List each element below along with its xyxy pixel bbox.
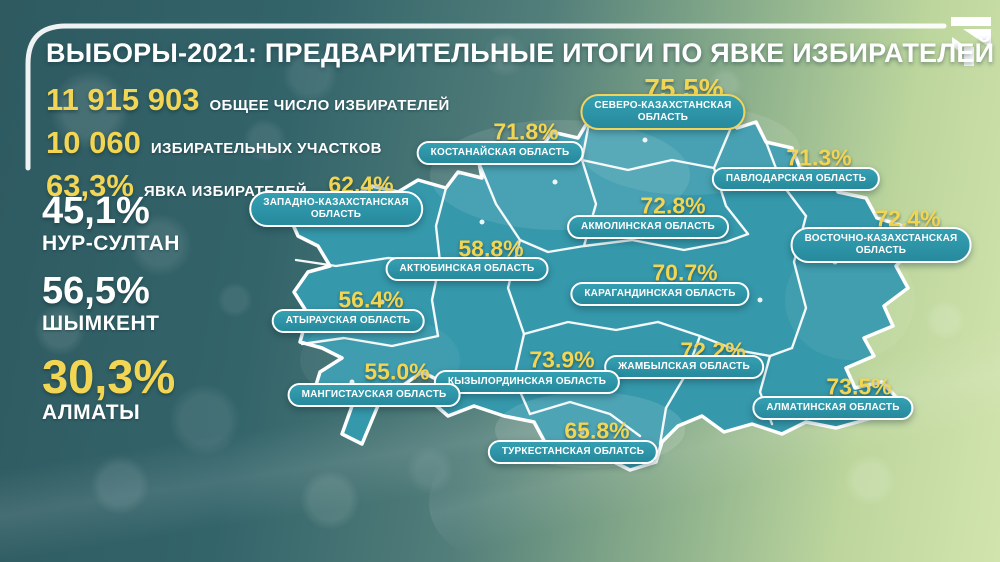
region-turnout-value: 73.5% [826, 373, 892, 400]
region-label-pill[interactable]: ТУРКЕСТАНСКАЯ ОБЛАТСЬ [487, 440, 659, 464]
region-label-pill[interactable]: АЛМАТИНСКАЯ ОБЛАСТЬ [752, 396, 914, 420]
polling-stations-label: ИЗБИРАТЕЛЬНЫХ УЧАСТКОВ [150, 140, 382, 157]
region-label-pill[interactable]: КАРАГАНДИНСКАЯ ОБЛАСТЬ [570, 282, 750, 306]
region-label-pill[interactable]: ПАВЛОДАРСКАЯ ОБЛАСТЬ [711, 167, 881, 191]
city-turnout-value: 56,5% [42, 270, 150, 313]
region-label-pill[interactable]: ЖАМБЫЛСКАЯ ОБЛАСТЬ [604, 355, 764, 379]
city-name: ШЫМКЕНТ [42, 311, 160, 335]
region-turnout-value: 71.8% [493, 118, 559, 145]
polling-stations-value: 10 060 [46, 125, 141, 160]
page-title: ВЫБОРЫ-2021: ПРЕДВАРИТЕЛЬНЫЕ ИТОГИ ПО ЯВ… [46, 38, 995, 68]
region-turnout-value: 55.0% [364, 358, 430, 385]
region-label-pill[interactable]: КЫЗЫЛОРДИНСКАЯ ОБЛАСТЬ [433, 370, 621, 394]
region-label-pill[interactable]: КОСТАНАЙСКАЯ ОБЛАСТЬ [416, 141, 584, 165]
region-label-pill[interactable]: ВОСТОЧНО-КАЗАХСТАНСКАЯ ОБЛАСТЬ [790, 227, 972, 263]
total-voters-value: 11 915 903 [46, 82, 200, 117]
stat-total-voters: 11 915 903 ОБЩЕЕ ЧИСЛО ИЗБИРАТЕЛЕЙ [46, 82, 450, 118]
city-almaty: 30,3% АЛМАТЫ [42, 352, 180, 425]
city-turnout-list: 45,1% НУР-СУЛТАН 56,5% ШЫМКЕНТ 30,3% АЛМ… [42, 190, 180, 442]
region-turnout-value: 72.8% [640, 192, 706, 219]
city-nur-sultan: 45,1% НУР-СУЛТАН [42, 190, 180, 256]
total-voters-label: ОБЩЕЕ ЧИСЛО ИЗБИРАТЕЛЕЙ [209, 97, 450, 114]
city-shymkent: 56,5% ШЫМКЕНТ [42, 270, 180, 336]
region-label-pill[interactable]: АКМОЛИНСКАЯ ОБЛАСТЬ [567, 215, 729, 239]
region-label-pill[interactable]: АТЫРАУСКАЯ ОБЛАСТЬ [271, 309, 425, 333]
frame-border [25, 23, 947, 171]
summary-stats: 11 915 903 ОБЩЕЕ ЧИСЛО ИЗБИРАТЕЛЕЙ 10 06… [46, 82, 450, 211]
city-name: НУР-СУЛТАН [42, 231, 180, 255]
region-label-pill[interactable]: ЗАПАДНО-КАЗАХСТАНСКАЯ ОБЛАСТЬ [249, 191, 423, 227]
city-turnout-value: 45,1% [42, 190, 150, 232]
region-turnout-value: 71.3% [786, 144, 852, 171]
region-turnout-value: 73.9% [529, 346, 595, 373]
region-turnout-value: 56.4% [338, 286, 404, 313]
city-name: АЛМАТЫ [42, 401, 141, 425]
arrow-logo-icon [951, 17, 991, 66]
region-label-pill[interactable]: АКТЮБИНСКАЯ ОБЛАСТЬ [385, 257, 549, 281]
region-label-pill[interactable]: СЕВЕРО-КАЗАХСТАНСКАЯ ОБЛАСТЬ [580, 94, 746, 130]
region-turnout-value: 70.7% [652, 259, 718, 286]
stat-polling-stations: 10 060 ИЗБИРАТЕЛЬНЫХ УЧАСТКОВ [46, 125, 450, 161]
region-turnout-value: 65.8% [564, 417, 630, 444]
city-turnout-value: 30,3% [42, 350, 176, 404]
overall-turnout-value: 63,3% [46, 168, 134, 203]
region-label-pill[interactable]: МАНГИСТАУСКАЯ ОБЛАСТЬ [287, 383, 461, 407]
